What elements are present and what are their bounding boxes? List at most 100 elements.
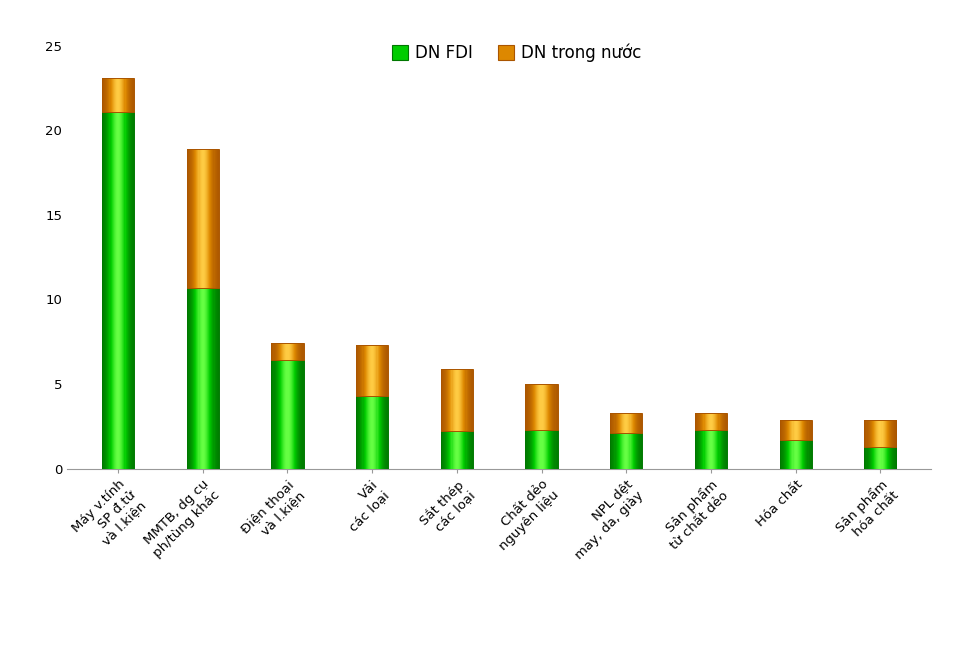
Bar [695,413,696,430]
Bar [633,433,634,469]
Bar [203,149,204,288]
Bar [541,384,542,430]
Bar [707,430,708,469]
Bar [714,413,715,430]
Bar [188,288,189,469]
Bar [547,430,548,469]
Bar [799,420,800,440]
Bar [711,413,712,430]
Bar [716,430,717,469]
Bar [715,413,716,430]
Bar [127,77,128,111]
Bar [879,447,880,469]
Bar [639,413,640,433]
Bar [372,396,373,469]
Bar [462,369,464,432]
Bar [358,396,359,469]
Bar [275,344,276,361]
Bar [634,413,635,433]
Bar [458,432,459,469]
Bar [284,361,285,469]
Bar [360,396,362,469]
Bar [636,413,637,433]
Bar [370,396,372,469]
Bar [376,345,377,396]
Bar [791,440,793,469]
Bar [875,447,876,469]
Bar [383,396,384,469]
Bar [373,345,374,396]
Bar [611,413,642,433]
Bar [213,149,215,288]
Bar [452,432,454,469]
Bar [625,413,626,433]
Bar [612,433,613,469]
Bar [633,413,634,433]
Bar [112,77,114,111]
Bar [106,77,107,111]
Bar [192,288,193,469]
Bar [448,432,449,469]
Bar [546,384,547,430]
Bar [295,361,296,469]
Bar [204,288,206,469]
Bar [893,420,895,447]
Bar [125,77,126,111]
Bar [186,149,219,288]
Bar [193,149,194,288]
Bar [272,361,303,469]
Bar [526,384,528,430]
Bar [887,420,888,447]
Bar [194,288,195,469]
Bar [192,149,193,288]
Bar [387,396,388,469]
Bar [634,433,635,469]
Bar [704,430,705,469]
Bar [460,369,461,432]
Bar [356,345,357,396]
Bar [451,432,453,469]
Bar [188,149,189,288]
Bar [117,77,118,111]
Bar [372,345,373,396]
Bar [378,396,380,469]
Bar [186,149,188,288]
Bar [444,369,445,432]
Bar [102,111,103,469]
Bar [470,432,472,469]
Bar [784,420,785,440]
Bar [623,433,624,469]
Bar [455,369,456,432]
Bar [210,149,211,288]
Bar [720,430,721,469]
Bar [111,77,112,111]
Bar [199,288,200,469]
Bar [128,111,129,469]
Bar [292,361,293,469]
Bar [885,420,886,447]
Bar [548,430,549,469]
Bar [872,447,873,469]
Bar [285,361,286,469]
Bar [302,361,303,469]
Bar [620,433,621,469]
Bar [870,447,871,469]
Bar [112,111,114,469]
Bar [708,413,710,430]
Bar [808,440,809,469]
Bar [447,432,448,469]
Bar [472,369,473,432]
Bar [294,344,295,361]
Bar [529,384,530,430]
Bar [864,447,897,469]
Bar [538,430,539,469]
Bar [873,420,874,447]
Bar [713,430,714,469]
Bar [104,77,106,111]
Bar [196,288,198,469]
Bar [204,288,205,469]
Bar [698,413,699,430]
Bar [373,396,374,469]
Bar [877,447,878,469]
Bar [211,288,212,469]
